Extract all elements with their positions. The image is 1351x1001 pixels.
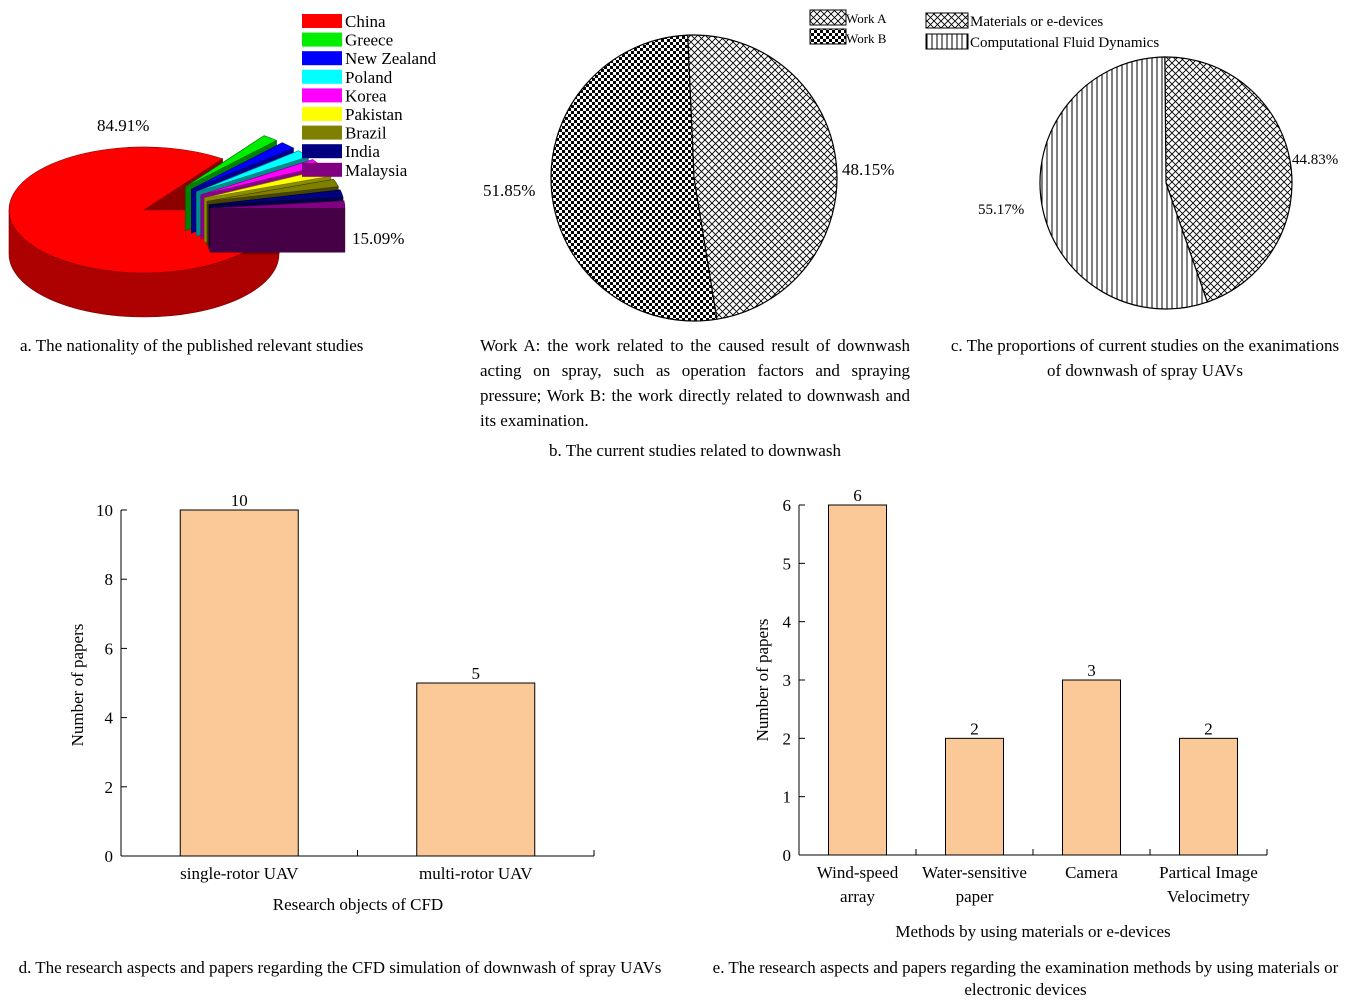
chart-c-pie bbox=[1039, 56, 1293, 310]
chart-b-pie bbox=[550, 34, 838, 322]
bar bbox=[1062, 679, 1121, 856]
chart-e-xlabel: Methods by using materials or e-devices bbox=[895, 922, 1170, 941]
chart-e-caption: e. The research aspects and papers regar… bbox=[712, 958, 1339, 999]
chart-c-legend-swatch-cfd bbox=[925, 33, 969, 50]
y-tick-label: 2 bbox=[783, 729, 792, 748]
legend-a-swatch-greece bbox=[302, 32, 342, 47]
x-tick-label: Water-sensitive bbox=[922, 863, 1027, 882]
bar bbox=[416, 682, 536, 857]
chart-d-bars: 0 2 4 6 8 10 10 single-rotor UAV 5 multi-rotor UA… bbox=[96, 491, 595, 883]
chart-b-legend-label-b: Work B bbox=[846, 31, 887, 46]
chart-d-caption: d. The research aspects and papers regar… bbox=[18, 958, 662, 977]
legend-a-swatch-poland bbox=[302, 69, 342, 84]
legend-a-swatch-india bbox=[302, 144, 342, 159]
legend-a-label-poland: Poland bbox=[345, 68, 393, 87]
bar-value-label: 2 bbox=[1204, 719, 1213, 738]
y-tick-label: 5 bbox=[783, 554, 792, 573]
chart-b-caption: b. The current studies related to downwa… bbox=[549, 441, 841, 460]
bar bbox=[945, 737, 1004, 856]
chart-c: Materials or e-devices Computational Flu… bbox=[925, 12, 1338, 310]
bar bbox=[1179, 737, 1238, 856]
pie-c-slice-computational-fluid-dynamics bbox=[1039, 56, 1209, 310]
y-tick-label: 6 bbox=[783, 496, 792, 515]
y-tick-label: 1 bbox=[783, 788, 792, 807]
y-tick-label: 0 bbox=[783, 846, 792, 865]
legend-a-label-greece: Greece bbox=[345, 31, 393, 50]
legend-a-swatch-korea bbox=[302, 88, 342, 103]
legend-a-swatch-pakistan bbox=[302, 107, 342, 121]
chart-d: 0 2 4 6 8 10 10 single-rotor UAV 5 multi-rotor UA… bbox=[68, 491, 595, 914]
chart-a-pie bbox=[8, 135, 346, 318]
chart-a-china-label: 84.91% bbox=[97, 116, 149, 135]
legend-a-label-china: China bbox=[345, 12, 386, 31]
legend-a-swatch-brazil bbox=[302, 125, 342, 140]
y-tick-label: 4 bbox=[783, 613, 792, 632]
chart-a-others-label: 15.09% bbox=[352, 229, 404, 248]
bar-value-label: 6 bbox=[853, 486, 862, 505]
legend-a-label-pakistan: Pakistan bbox=[345, 105, 403, 124]
chart-b-label-b: 51.85% bbox=[483, 181, 535, 200]
y-tick-label: 10 bbox=[96, 501, 113, 520]
chart-b-legend-swatch-b bbox=[809, 28, 847, 45]
bar bbox=[179, 509, 299, 857]
chart-e-ylabel: Number of papers bbox=[753, 619, 772, 742]
chart-b-legend-swatch-a bbox=[809, 9, 847, 26]
y-tick-label: 2 bbox=[105, 778, 114, 797]
bar bbox=[828, 504, 887, 856]
legend-a-label-brazil: Brazil bbox=[345, 124, 387, 143]
legend-a-label-new-zealand: New Zealand bbox=[345, 49, 437, 68]
y-tick-label: 6 bbox=[105, 639, 114, 658]
chart-b-label-a: 48.15% bbox=[842, 160, 894, 179]
y-tick-label: 8 bbox=[105, 570, 114, 589]
chart-d-xlabel: Research objects of CFD bbox=[273, 895, 443, 914]
pie-a-slice-malaysia bbox=[209, 200, 346, 253]
pie-b-slice-work-b bbox=[550, 34, 718, 322]
x-tick-label: single-rotor UAV bbox=[180, 864, 299, 883]
chart-c-label-cfd: 55.17% bbox=[978, 202, 1024, 218]
bar-value-label: 5 bbox=[472, 664, 481, 683]
chart-b: Work A Work B 48.15% 51.85% bbox=[483, 9, 894, 322]
chart-b-legend-label-a: Work A bbox=[846, 11, 887, 26]
x-tick-label: Velocimetry bbox=[1167, 887, 1251, 906]
y-tick-label: 4 bbox=[105, 709, 114, 728]
chart-c-legend-label-cfd: Computational Fluid Dynamics bbox=[970, 35, 1159, 51]
chart-c-label-materials: 44.83% bbox=[1292, 152, 1338, 168]
chart-b-note: Work A: the work related to the caused r… bbox=[480, 336, 910, 430]
chart-e-bars: 0 1 2 3 4 5 6 6 Wind-speed array 2 Water-sensitive p… bbox=[783, 486, 1268, 906]
legend-a-label-korea: Korea bbox=[345, 86, 387, 105]
chart-c-legend-swatch-materials bbox=[925, 12, 969, 29]
y-tick-label: 0 bbox=[105, 847, 114, 866]
legend-a-swatch-malaysia bbox=[302, 162, 342, 177]
chart-c-legend-label-materials: Materials or e-devices bbox=[970, 14, 1103, 30]
pie-b-slice-work-a bbox=[687, 34, 838, 320]
chart-d-ylabel: Number of papers bbox=[68, 624, 87, 747]
x-tick-label: Partical Image bbox=[1159, 863, 1258, 882]
x-tick-label: Camera bbox=[1065, 863, 1118, 882]
chart-c-caption: c. The proportions of current studies on… bbox=[950, 336, 1340, 380]
bar-value-label: 2 bbox=[970, 719, 979, 738]
bar-value-label: 10 bbox=[231, 491, 248, 510]
legend-a-label-malaysia: Malaysia bbox=[345, 161, 408, 180]
chart-a-caption: a. The nationality of the published rele… bbox=[20, 336, 364, 355]
legend-a-swatch-china bbox=[302, 14, 342, 28]
x-tick-label: Wind-speed bbox=[817, 863, 899, 882]
legend-a-swatch-new-zealand bbox=[302, 51, 342, 66]
x-tick-label: paper bbox=[956, 887, 994, 906]
chart-e: 0 1 2 3 4 5 6 6 Wind-speed array 2 Water-sensitive p… bbox=[753, 486, 1268, 941]
x-tick-label: multi-rotor UAV bbox=[419, 864, 533, 883]
pie-c-slice-materials-or-e-devices bbox=[1164, 56, 1293, 303]
legend-a-label-india: India bbox=[345, 142, 380, 161]
y-tick-label: 3 bbox=[783, 671, 792, 690]
x-tick-label: array bbox=[840, 887, 875, 906]
bar-value-label: 3 bbox=[1087, 661, 1096, 680]
